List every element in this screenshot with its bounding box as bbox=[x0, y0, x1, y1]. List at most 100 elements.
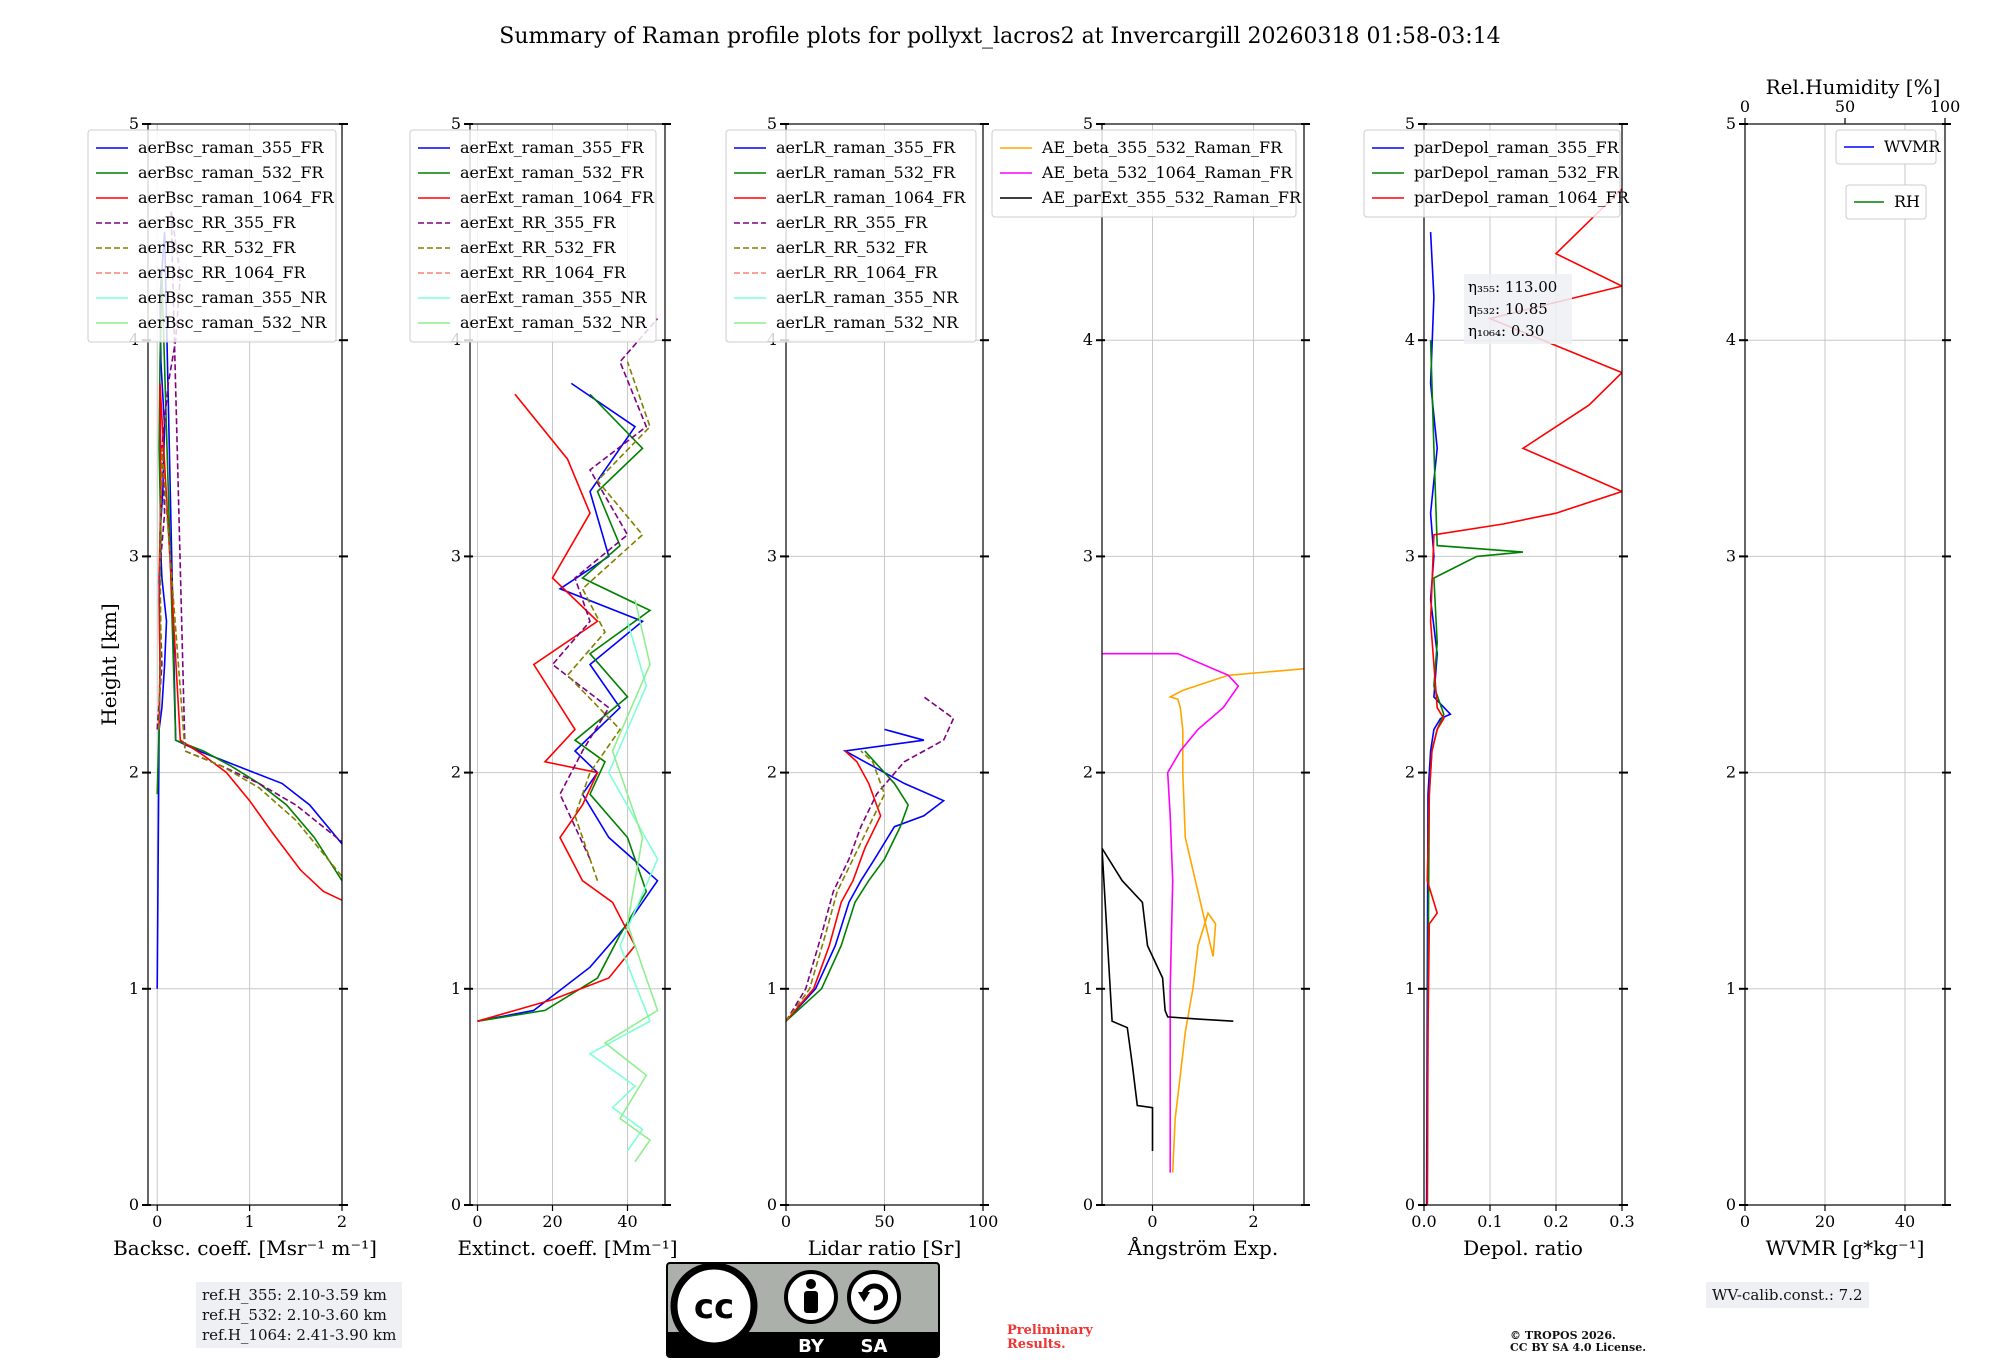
series-line-aerBsc_raman_1064_FR bbox=[158, 383, 342, 901]
legend-label: aerBsc_raman_355_NR bbox=[138, 288, 327, 307]
legend-label: aerBsc_raman_532_FR bbox=[138, 163, 324, 182]
sa-arrow-head-icon bbox=[858, 1292, 870, 1302]
y-tick-label: 5 bbox=[1083, 114, 1093, 133]
cc-logo-icon bbox=[670, 1262, 758, 1350]
legend-label: aerBsc_raman_355_FR bbox=[138, 138, 324, 157]
y-tick-label: 0 bbox=[1405, 1195, 1415, 1214]
legend-label: aerLR_raman_532_FR bbox=[776, 163, 956, 182]
y-tick-label: 1 bbox=[1726, 979, 1736, 998]
y-tick-label: 2 bbox=[1726, 763, 1736, 782]
legend-label: RH bbox=[1894, 192, 1920, 211]
x-tick-label: 1 bbox=[245, 1212, 255, 1231]
x-tick-label: 0 bbox=[1147, 1212, 1157, 1231]
x-axis-label: Backsc. coeff. [Msr⁻¹ m⁻¹] bbox=[113, 1236, 377, 1260]
preliminary-line1: Preliminary bbox=[1007, 1323, 1093, 1338]
y-tick-label: 2 bbox=[451, 763, 461, 782]
series-group bbox=[786, 696, 955, 1022]
series-line-aerExt_raman_532_NR bbox=[603, 599, 659, 1163]
legend-label: aerExt_RR_532_FR bbox=[460, 238, 617, 257]
reference-height-box: ref.H_355: 2.10-3.59 km ref.H_532: 2.10-… bbox=[196, 1282, 403, 1348]
legend-label: AE_parExt_355_532_Raman_FR bbox=[1041, 188, 1302, 207]
y-tick-label: 2 bbox=[767, 763, 777, 782]
series-group bbox=[1425, 188, 1622, 1205]
legend-box bbox=[991, 129, 1297, 218]
sa-label: SA bbox=[861, 1336, 888, 1357]
series-line-aerLR_raman_1064_FR bbox=[786, 750, 882, 1022]
legend-label: aerLR_raman_355_FR bbox=[776, 138, 956, 157]
annotation-text: η₅₃₂: 10.85 bbox=[1468, 300, 1548, 318]
x-axis-label: Extinct. coeff. [Mm⁻¹] bbox=[457, 1236, 677, 1260]
legend-label: WVMR bbox=[1884, 137, 1941, 156]
y-tick-label: 5 bbox=[767, 114, 777, 133]
legend-label: AE_beta_532_1064_Raman_FR bbox=[1041, 163, 1293, 182]
x-tick-label: 40 bbox=[1895, 1212, 1915, 1231]
preliminary-line2: Results. bbox=[1007, 1337, 1066, 1352]
y-tick-label: 0 bbox=[1726, 1195, 1736, 1214]
legend-label: aerLR_RR_1064_FR bbox=[776, 263, 938, 282]
axes-frame bbox=[1423, 123, 1623, 1206]
legend-label: aerExt_raman_532_NR bbox=[460, 313, 648, 332]
x-axis-label: Ångström Exp. bbox=[1127, 1235, 1278, 1260]
axes-frame bbox=[1744, 123, 1946, 1206]
legend-label: AE_beta_355_532_Raman_FR bbox=[1041, 138, 1283, 157]
legend-label: aerLR_raman_532_NR bbox=[776, 313, 959, 332]
copyright-line1: © TROPOS 2026. bbox=[1510, 1329, 1616, 1342]
legend-label: aerBsc_raman_1064_FR bbox=[138, 188, 335, 207]
axes-frame bbox=[147, 123, 343, 1206]
legend-label: aerLR_RR_532_FR bbox=[776, 238, 928, 257]
series-line-AE_beta_355_532_Raman_FR bbox=[1168, 668, 1304, 1173]
annotation-text: η₃₅₅: 113.00 bbox=[1468, 278, 1557, 296]
panel-lr: 050100012345Lidar ratio [Sr]aerLR_raman_… bbox=[725, 114, 999, 1260]
y-tick-label: 2 bbox=[129, 763, 139, 782]
series-line-aerExt_raman_355_FR bbox=[477, 382, 659, 1022]
cc-logo-text: cc bbox=[694, 1287, 734, 1327]
x-tick-label: 0 bbox=[1740, 1212, 1750, 1231]
x-tick-label: 0.2 bbox=[1543, 1212, 1568, 1231]
x-tick-label: 0 bbox=[781, 1212, 791, 1231]
y-tick-label: 5 bbox=[1405, 114, 1415, 133]
x-tick-label: 2 bbox=[1248, 1212, 1258, 1231]
legend-label: aerBsc_RR_532_FR bbox=[138, 238, 296, 257]
x-tick-label: 2 bbox=[337, 1212, 347, 1231]
legend-label: aerLR_raman_355_NR bbox=[776, 288, 959, 307]
sa-arrow-icon bbox=[861, 1283, 888, 1311]
series-line-aerExt_raman_1064_FR bbox=[477, 393, 636, 1022]
top-x-tick-label: 50 bbox=[1835, 97, 1855, 116]
series-line-aerLR_raman_532_FR bbox=[786, 750, 909, 1022]
y-tick-label: 0 bbox=[767, 1195, 777, 1214]
x-axis-label: WVMR [g*kg⁻¹] bbox=[1766, 1236, 1925, 1260]
series-line-aerBsc_RR_532_FR bbox=[158, 448, 342, 877]
y-tick-label: 2 bbox=[1405, 763, 1415, 782]
x-tick-label: 100 bbox=[968, 1212, 999, 1231]
y-tick-label: 5 bbox=[451, 114, 461, 133]
legend-label: aerLR_raman_1064_FR bbox=[776, 188, 966, 207]
cc-by-sa-badge: cc BY SA bbox=[666, 1262, 940, 1358]
y-tick-label: 0 bbox=[1083, 1195, 1093, 1214]
y-tick-label: 2 bbox=[1083, 763, 1093, 782]
legend-box bbox=[1845, 184, 1927, 220]
x-tick-label: 40 bbox=[617, 1212, 637, 1231]
y-tick-label: 0 bbox=[451, 1195, 461, 1214]
series-line-parDepol_raman_355_FR bbox=[1425, 232, 1452, 1205]
y-tick-label: 0 bbox=[129, 1195, 139, 1214]
y-tick-label: 4 bbox=[1726, 330, 1736, 349]
axes-frame bbox=[469, 123, 666, 1206]
legend-label: aerExt_RR_355_FR bbox=[460, 213, 617, 232]
panel-bsc: 012012345Backsc. coeff. [Msr⁻¹ m⁻¹]Heigh… bbox=[87, 114, 377, 1260]
panel-depol: 0.0 0.1 0.2 0.3 0 1 2 3 4 5 Depol. ratio parDepol_r… bbox=[1363, 114, 1635, 1260]
legend-label: parDepol_raman_355_FR bbox=[1414, 138, 1620, 157]
by-person-body-icon bbox=[804, 1291, 818, 1313]
series-line-aerLR_RR_355_FR bbox=[786, 696, 955, 1022]
series-group bbox=[477, 318, 659, 1163]
x-tick-label: 0.3 bbox=[1609, 1212, 1634, 1231]
x-tick-label: 0.1 bbox=[1477, 1212, 1502, 1231]
legend-label: aerBsc_RR_355_FR bbox=[138, 213, 296, 232]
legend-label: aerBsc_raman_532_NR bbox=[138, 313, 327, 332]
y-tick-label: 5 bbox=[129, 114, 139, 133]
x-tick-label: 0 bbox=[152, 1212, 162, 1231]
sa-share-alike-icon bbox=[847, 1270, 901, 1324]
series-line-aerExt_RR_532_FR bbox=[566, 361, 651, 881]
series-line-aerBsc_raman_355_FR bbox=[156, 232, 342, 989]
y-tick-label: 3 bbox=[1405, 546, 1415, 565]
